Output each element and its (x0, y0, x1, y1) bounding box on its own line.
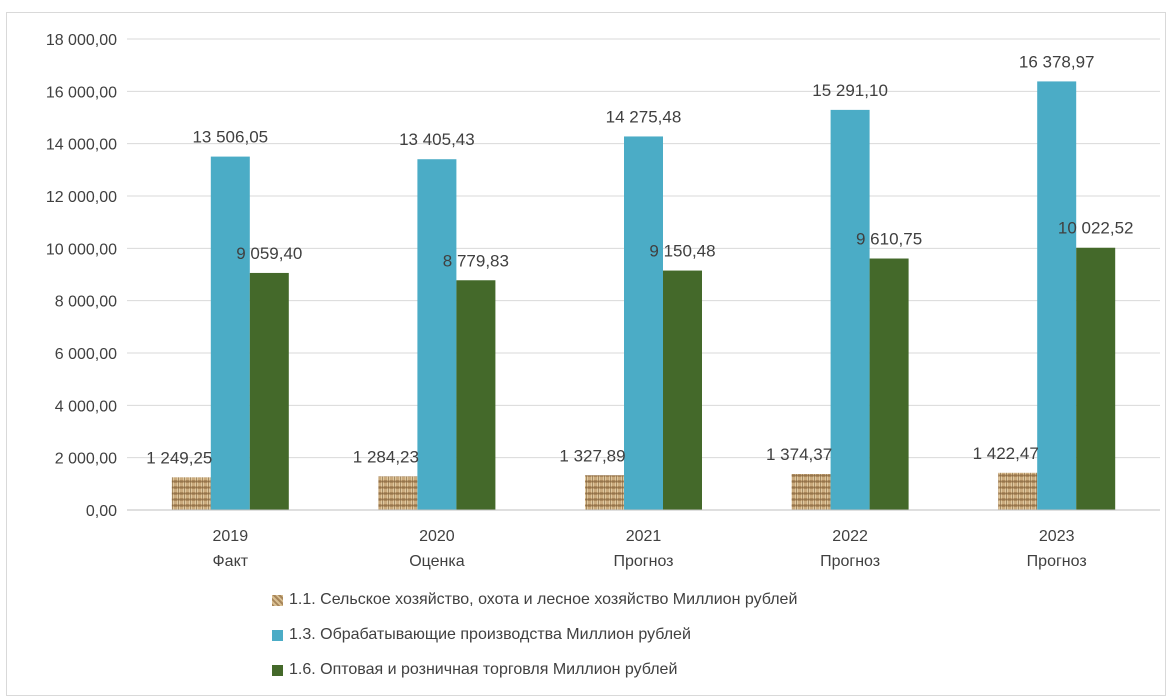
bar-series-3 (1076, 247, 1116, 510)
y-tick-label: 0,00 (86, 503, 117, 520)
x-tick-sublabel: Оценка (409, 553, 465, 570)
y-tick-label: 18 000,00 (46, 32, 117, 49)
bar-series-3 (249, 272, 289, 510)
bar-series-1 (378, 476, 418, 510)
data-label: 9 059,40 (236, 244, 302, 263)
legend-swatch (272, 594, 283, 606)
data-label: 13 506,05 (192, 128, 268, 147)
bar-series-2 (210, 156, 250, 511)
bar-series-2 (624, 136, 663, 511)
data-label: 9 150,48 (649, 242, 715, 261)
x-tick-sublabel: Прогноз (820, 553, 880, 570)
data-label: 1 374,37 (766, 445, 832, 464)
legend-item: 1.6. Оптовая и розничная торговля Миллио… (272, 660, 797, 680)
data-label: 16 378,97 (1019, 52, 1095, 71)
legend-swatch (272, 629, 283, 641)
data-label: 13 405,43 (399, 130, 475, 149)
data-label: 9 610,75 (856, 230, 922, 249)
legend-swatch (272, 664, 283, 676)
data-label: 8 779,83 (443, 251, 509, 270)
bar-series-1 (998, 472, 1038, 510)
y-tick-label: 12 000,00 (46, 189, 117, 206)
y-tick-label: 8 000,00 (55, 294, 117, 311)
legend-label: 1.6. Оптовая и розничная торговля Миллио… (289, 661, 678, 678)
data-label: 1 422,47 (973, 444, 1039, 463)
y-tick-label: 14 000,00 (46, 137, 117, 154)
y-tick-label: 6 000,00 (55, 346, 117, 363)
bar-series-3 (456, 280, 496, 510)
legend-label: 1.1. Сельское хозяйство, охота и лесное … (289, 591, 798, 608)
data-label: 1 284,23 (353, 447, 419, 466)
data-label: 1 327,89 (559, 446, 625, 465)
legend: 1.1. Сельское хозяйство, охота и лесное … (272, 590, 797, 695)
x-tick-sublabel: Прогноз (1027, 553, 1087, 570)
chart-frame (6, 12, 1166, 696)
x-tick-label: 2019 (213, 528, 249, 545)
bar-series-2 (1037, 81, 1077, 510)
bar-series-1 (171, 477, 211, 510)
data-label: 1 249,25 (146, 448, 212, 467)
bar-series-1 (791, 474, 831, 510)
data-label: 15 291,10 (812, 81, 888, 100)
bar-series-3 (869, 258, 909, 510)
x-tick-label: 2021 (626, 528, 662, 545)
bar-series-2 (830, 109, 870, 511)
bar-series-3 (663, 270, 702, 510)
y-tick-label: 10 000,00 (46, 241, 117, 258)
x-tick-label: 2023 (1039, 528, 1075, 545)
x-tick-sublabel: Прогноз (613, 553, 673, 570)
bar-chart: 1 249,25 13 506,05 9 059,40 1 284,23 13 405,… (46, 32, 1160, 570)
x-tick-sublabel: Факт (213, 553, 249, 570)
data-label: 14 275,48 (606, 107, 682, 126)
legend-item: 1.1. Сельское хозяйство, охота и лесное … (272, 590, 797, 610)
x-tick-label: 2022 (832, 528, 868, 545)
bar-series-2 (417, 159, 457, 510)
data-label: 10 022,52 (1058, 219, 1134, 238)
y-tick-label: 2 000,00 (55, 451, 117, 468)
legend-label: 1.3. Обрабатывающие производства Миллион… (289, 626, 691, 643)
legend-item: 1.3. Обрабатывающие производства Миллион… (272, 625, 797, 645)
x-tick-label: 2020 (419, 528, 455, 545)
y-tick-label: 4 000,00 (55, 398, 117, 415)
bar-series-1 (585, 475, 624, 510)
y-tick-label: 16 000,00 (46, 84, 117, 101)
